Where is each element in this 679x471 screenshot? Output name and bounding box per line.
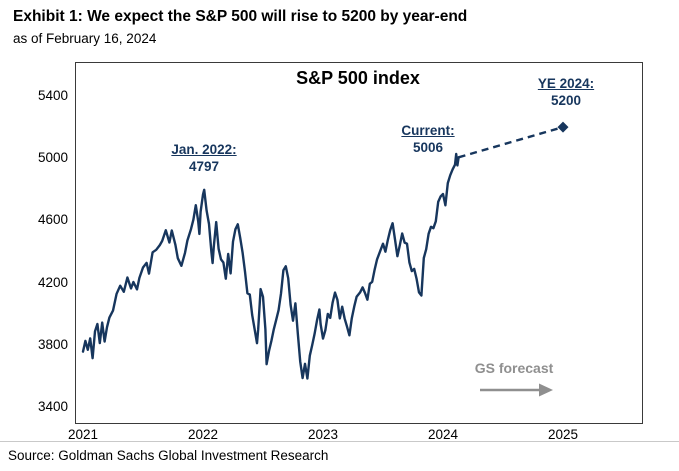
annotation-current: Current: 5006: [378, 123, 478, 156]
x-axis-label: 2025: [547, 427, 579, 442]
y-axis-label: 3800: [37, 336, 68, 352]
y-axis-label: 4200: [37, 274, 68, 290]
chart-title: S&P 500 index: [296, 68, 420, 88]
plot-svg: [81, 121, 569, 397]
y-axis-label: 4600: [37, 212, 68, 228]
exhibit-subtitle: as of February 16, 2024: [13, 31, 157, 46]
annotation-jan-2022: Jan. 2022: 4797: [154, 142, 254, 175]
gs-forecast-label: GS forecast: [474, 360, 554, 376]
annotation-ye-2024-value: 5200: [550, 92, 582, 108]
annotation-current-label: Current:: [401, 123, 455, 138]
source-text: Source: Goldman Sachs Global Investment …: [8, 448, 329, 463]
forecast-diamond-marker: [557, 121, 569, 133]
forecast-dashed-line: [458, 125, 564, 159]
forecast-arrowhead-icon: [539, 383, 553, 397]
sp500-line: [81, 152, 460, 380]
x-axis-label: 2021: [67, 427, 99, 442]
y-axis-label: 3400: [37, 399, 68, 414]
annotation-current-value: 5006: [412, 139, 444, 155]
x-axis-label: 2024: [427, 427, 459, 442]
annotation-jan-2022-value: 4797: [188, 158, 220, 174]
x-axis-label: 2022: [187, 427, 219, 442]
plot-area: [75, 62, 643, 424]
y-axis-label: 5000: [37, 150, 68, 166]
y-axis-label: 5400: [37, 88, 68, 103]
exhibit-title: Exhibit 1: We expect the S&P 500 will ri…: [13, 8, 468, 25]
annotation-ye-2024: YE 2024: 5200: [514, 76, 618, 109]
footer-divider: [0, 441, 679, 442]
x-axis-label: 2023: [307, 427, 339, 442]
annotation-jan-2022-label: Jan. 2022:: [171, 142, 237, 157]
annotation-ye-2024-label: YE 2024:: [537, 76, 595, 91]
